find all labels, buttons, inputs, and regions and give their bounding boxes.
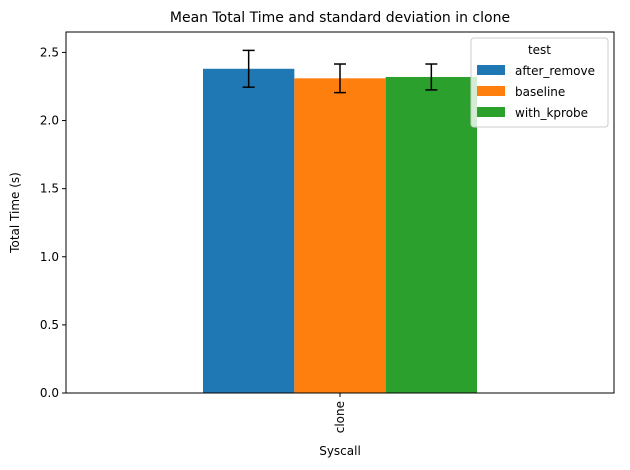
x-axis: clone [333, 393, 347, 433]
legend-entry-with_kprobe: with_kprobe [515, 106, 588, 120]
y-tick-label: 0.5 [40, 318, 59, 332]
legend-swatch-with_kprobe [477, 107, 505, 117]
y-axis: 0.0 0.5 1.0 1.5 2.0 2.5 [40, 45, 66, 400]
x-axis-label: Syscall [319, 444, 361, 458]
bar-with_kprobe [385, 76, 477, 394]
legend-title: test [528, 43, 551, 57]
bar-baseline [294, 78, 386, 393]
y-axis-label: Total Time (s) [8, 172, 22, 254]
error-bars-group [242, 49, 438, 94]
y-tick-label: 1.0 [40, 250, 59, 264]
legend-entry-baseline: baseline [515, 85, 565, 99]
y-tick-label: 2.5 [40, 45, 59, 59]
legend: test after_remove baseline with_kprobe [470, 37, 609, 128]
legend-swatch-baseline [477, 86, 505, 96]
y-tick-label: 0.0 [40, 386, 59, 400]
legend-frame [470, 37, 609, 128]
legend-swatch-after_remove [477, 65, 505, 75]
bar-after_remove [203, 68, 295, 394]
legend-entry-after_remove: after_remove [515, 64, 595, 78]
x-tick-label: clone [333, 401, 347, 433]
chart-title: Mean Total Time and standard deviation i… [170, 10, 510, 26]
y-tick-label: 1.5 [40, 182, 59, 196]
y-tick-label: 2.0 [40, 114, 59, 128]
bars-group [203, 68, 477, 394]
